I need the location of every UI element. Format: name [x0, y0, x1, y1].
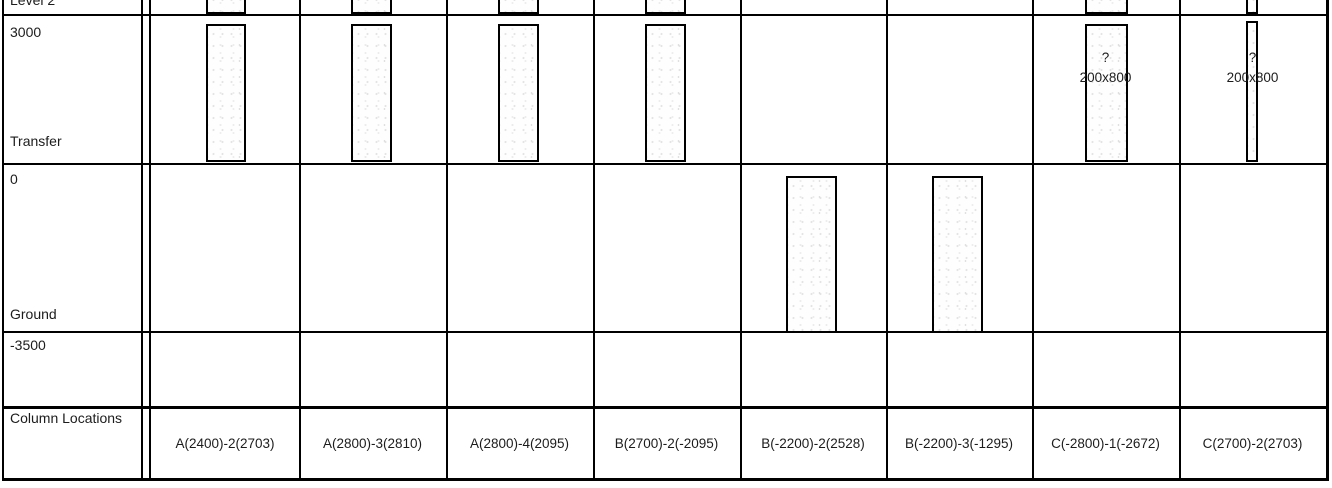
grid-line-v-col4: [740, 0, 742, 480]
column-size-annotation-c2800-1[interactable]: ? 200x800: [1032, 48, 1179, 88]
column-bar-a2400-2[interactable]: [206, 24, 246, 162]
column-bar-a2800-4[interactable]: [498, 24, 539, 162]
grid-line-h-transfer: [2, 163, 1329, 165]
column-location-header[interactable]: B(-2200)-2(2528): [761, 436, 865, 451]
grid-line-h-ground: [2, 331, 1329, 333]
column-bar-stub-c2800-1[interactable]: [1085, 0, 1128, 14]
elevation-label-3000: 3000: [10, 24, 42, 40]
column-bar-c2700-2[interactable]: [1246, 21, 1258, 162]
grid-line-v-col5: [886, 0, 888, 480]
column-locations-heading: Column Locations: [10, 410, 123, 426]
grid-line-v-col7: [1179, 0, 1181, 480]
column-location-header[interactable]: C(-2800)-1(-2672): [1051, 436, 1160, 451]
column-size-label[interactable]: 200x800: [1226, 70, 1279, 85]
column-size-label[interactable]: 200x800: [1079, 70, 1132, 85]
elevation-label-neg3500: -3500: [10, 337, 46, 353]
grid-line-v-label-inner: [141, 0, 143, 480]
grid-line-v-col2: [446, 0, 448, 480]
column-location-header[interactable]: A(2400)-2(2703): [175, 436, 275, 451]
grid-line-h-level2: [2, 14, 1329, 16]
level-label-transfer: Transfer: [10, 133, 62, 149]
grid-line-v-col6: [1032, 0, 1034, 480]
grid-line-v-left-border: [2, 0, 4, 480]
column-bar-stub-a2400-2[interactable]: [206, 0, 246, 14]
column-location-header[interactable]: A(2800)-3(2810): [322, 436, 423, 451]
grid-line-v-col1: [299, 0, 301, 480]
column-bar-b2200-2[interactable]: [786, 176, 837, 333]
column-bar-a2800-3[interactable]: [351, 24, 392, 162]
column-size-annotation-c2700-2[interactable]: ? 200x800: [1179, 48, 1326, 88]
unknown-mark-label[interactable]: ?: [1101, 50, 1110, 65]
unknown-mark-label[interactable]: ?: [1248, 50, 1257, 65]
column-bar-stub-a2800-4[interactable]: [498, 0, 539, 14]
column-bar-b2200-3[interactable]: [932, 176, 983, 333]
column-bar-b2700-2[interactable]: [645, 24, 686, 162]
level-label-level2: Level 2: [10, 0, 56, 8]
column-bar-stub-c2700-2[interactable]: [1246, 0, 1258, 14]
grid-line-v-right-border: [1326, 0, 1329, 480]
elevation-label-0: 0: [10, 171, 18, 187]
grid-line-h-header-top: [2, 406, 1329, 409]
column-location-header[interactable]: A(2800)-4(2095): [469, 436, 570, 451]
level-label-ground: Ground: [10, 306, 57, 322]
column-location-header[interactable]: B(2700)-2(-2095): [614, 436, 719, 451]
grid-line-v-label-outer: [149, 0, 151, 480]
column-bar-stub-a2800-3[interactable]: [351, 0, 392, 14]
column-bar-stub-b2700-2[interactable]: [645, 0, 686, 14]
column-location-header[interactable]: C(2700)-2(2703): [1202, 436, 1303, 451]
grid-line-h-bottom-border: [2, 478, 1329, 481]
grid-line-v-col3: [593, 0, 595, 480]
column-bar-c2800-1[interactable]: [1085, 24, 1128, 162]
column-location-header[interactable]: B(-2200)-3(-1295): [904, 436, 1014, 451]
